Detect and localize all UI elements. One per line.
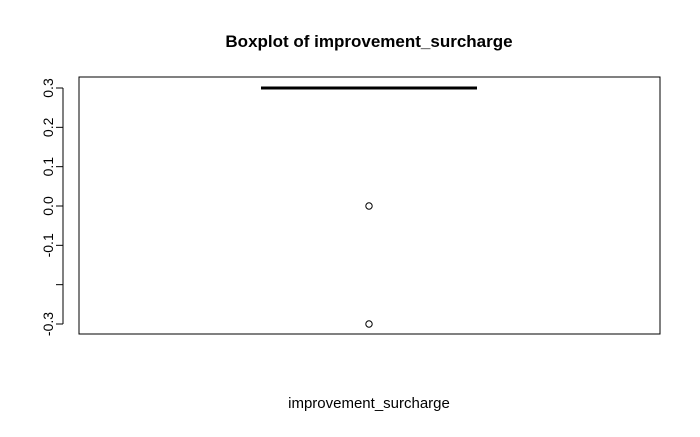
x-axis-label: improvement_surcharge bbox=[288, 395, 450, 412]
outlier-point bbox=[365, 320, 373, 328]
chart-title: Boxplot of improvement_surcharge bbox=[225, 32, 512, 51]
y-tick-label: 0.3 bbox=[40, 78, 56, 98]
boxplot-marks bbox=[261, 86, 477, 328]
y-tick-label: -0.1 bbox=[40, 233, 56, 257]
y-tick-label: 0.1 bbox=[40, 157, 56, 177]
outlier-point bbox=[365, 202, 373, 210]
y-tick-label: 0.0 bbox=[40, 196, 56, 216]
y-tick-label: 0.2 bbox=[40, 117, 56, 137]
y-tick-label: -0.3 bbox=[40, 312, 56, 336]
y-axis: -0.3 -0.1 0.0 0.1 0.2 0.3 bbox=[40, 78, 63, 336]
plot-frame bbox=[78, 76, 661, 335]
